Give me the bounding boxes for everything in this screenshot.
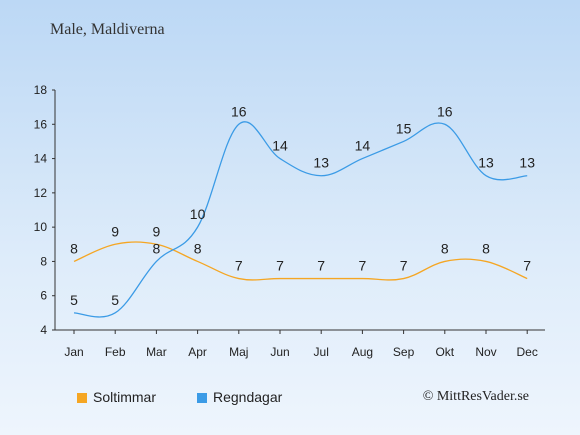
y-tick-label: 10 xyxy=(34,220,48,234)
y-tick-label: 16 xyxy=(34,117,48,131)
data-label-soltimmar: 9 xyxy=(111,223,119,239)
data-label-soltimmar: 8 xyxy=(441,240,449,256)
data-label-soltimmar: 8 xyxy=(70,240,78,256)
series-line-regndagar xyxy=(73,121,528,318)
data-label-soltimmar: 8 xyxy=(482,240,490,256)
x-tick-label: Nov xyxy=(475,345,496,359)
data-label-regndagar: 16 xyxy=(231,103,247,119)
x-tick-label: Jun xyxy=(270,345,289,359)
x-tick-label: Maj xyxy=(229,345,248,359)
x-tick-label: Jan xyxy=(64,345,83,359)
y-tick-label: 8 xyxy=(40,254,47,268)
x-tick-label: Okt xyxy=(435,345,454,359)
y-tick-label: 14 xyxy=(34,152,48,166)
x-tick-label: Jul xyxy=(314,345,329,359)
legend-label: Regndagar xyxy=(213,389,283,405)
x-tick-label: Mar xyxy=(146,345,167,359)
legend-swatch xyxy=(197,393,207,403)
series-line-soltimmar xyxy=(73,241,528,281)
data-label-regndagar: 14 xyxy=(272,138,288,154)
x-tick-label: Feb xyxy=(105,345,126,359)
data-label-regndagar: 5 xyxy=(70,292,78,308)
y-tick-label: 6 xyxy=(40,289,47,303)
data-label-soltimmar: 7 xyxy=(359,258,367,274)
legend-label: Soltimmar xyxy=(93,389,157,405)
data-label-regndagar: 15 xyxy=(396,120,412,136)
legend-item-regndagar: Regndagar xyxy=(197,389,282,405)
y-tick-label: 4 xyxy=(40,323,47,337)
data-label-soltimmar: 7 xyxy=(400,258,408,274)
data-label-regndagar: 10 xyxy=(190,206,206,222)
credit-text: © MittResVader.se xyxy=(422,389,529,404)
data-label-soltimmar: 7 xyxy=(235,258,243,274)
data-label-soltimmar: 7 xyxy=(317,258,325,274)
x-tick-label: Aug xyxy=(352,345,373,359)
data-label-regndagar: 13 xyxy=(519,155,535,171)
data-label-regndagar: 5 xyxy=(111,292,119,308)
y-tick-label: 18 xyxy=(34,83,48,97)
y-tick-label: 12 xyxy=(34,186,48,200)
chart-title: Male, Maldiverna xyxy=(50,21,165,38)
x-tick-label: Apr xyxy=(188,345,207,359)
data-label-regndagar: 14 xyxy=(355,138,371,154)
data-label-regndagar: 13 xyxy=(478,155,494,171)
data-label-soltimmar: 7 xyxy=(523,258,531,274)
x-tick-label: Dec xyxy=(517,345,538,359)
data-label-soltimmar: 9 xyxy=(153,223,161,239)
legend-item-soltimmar: Soltimmar xyxy=(77,389,156,405)
x-tick-label: Sep xyxy=(393,345,415,359)
data-label-regndagar: 13 xyxy=(313,155,329,171)
legend-swatch xyxy=(77,393,87,403)
data-label-regndagar: 16 xyxy=(437,103,453,119)
data-label-regndagar: 8 xyxy=(153,240,161,256)
data-label-soltimmar: 7 xyxy=(276,258,284,274)
data-label-soltimmar: 8 xyxy=(194,240,202,256)
